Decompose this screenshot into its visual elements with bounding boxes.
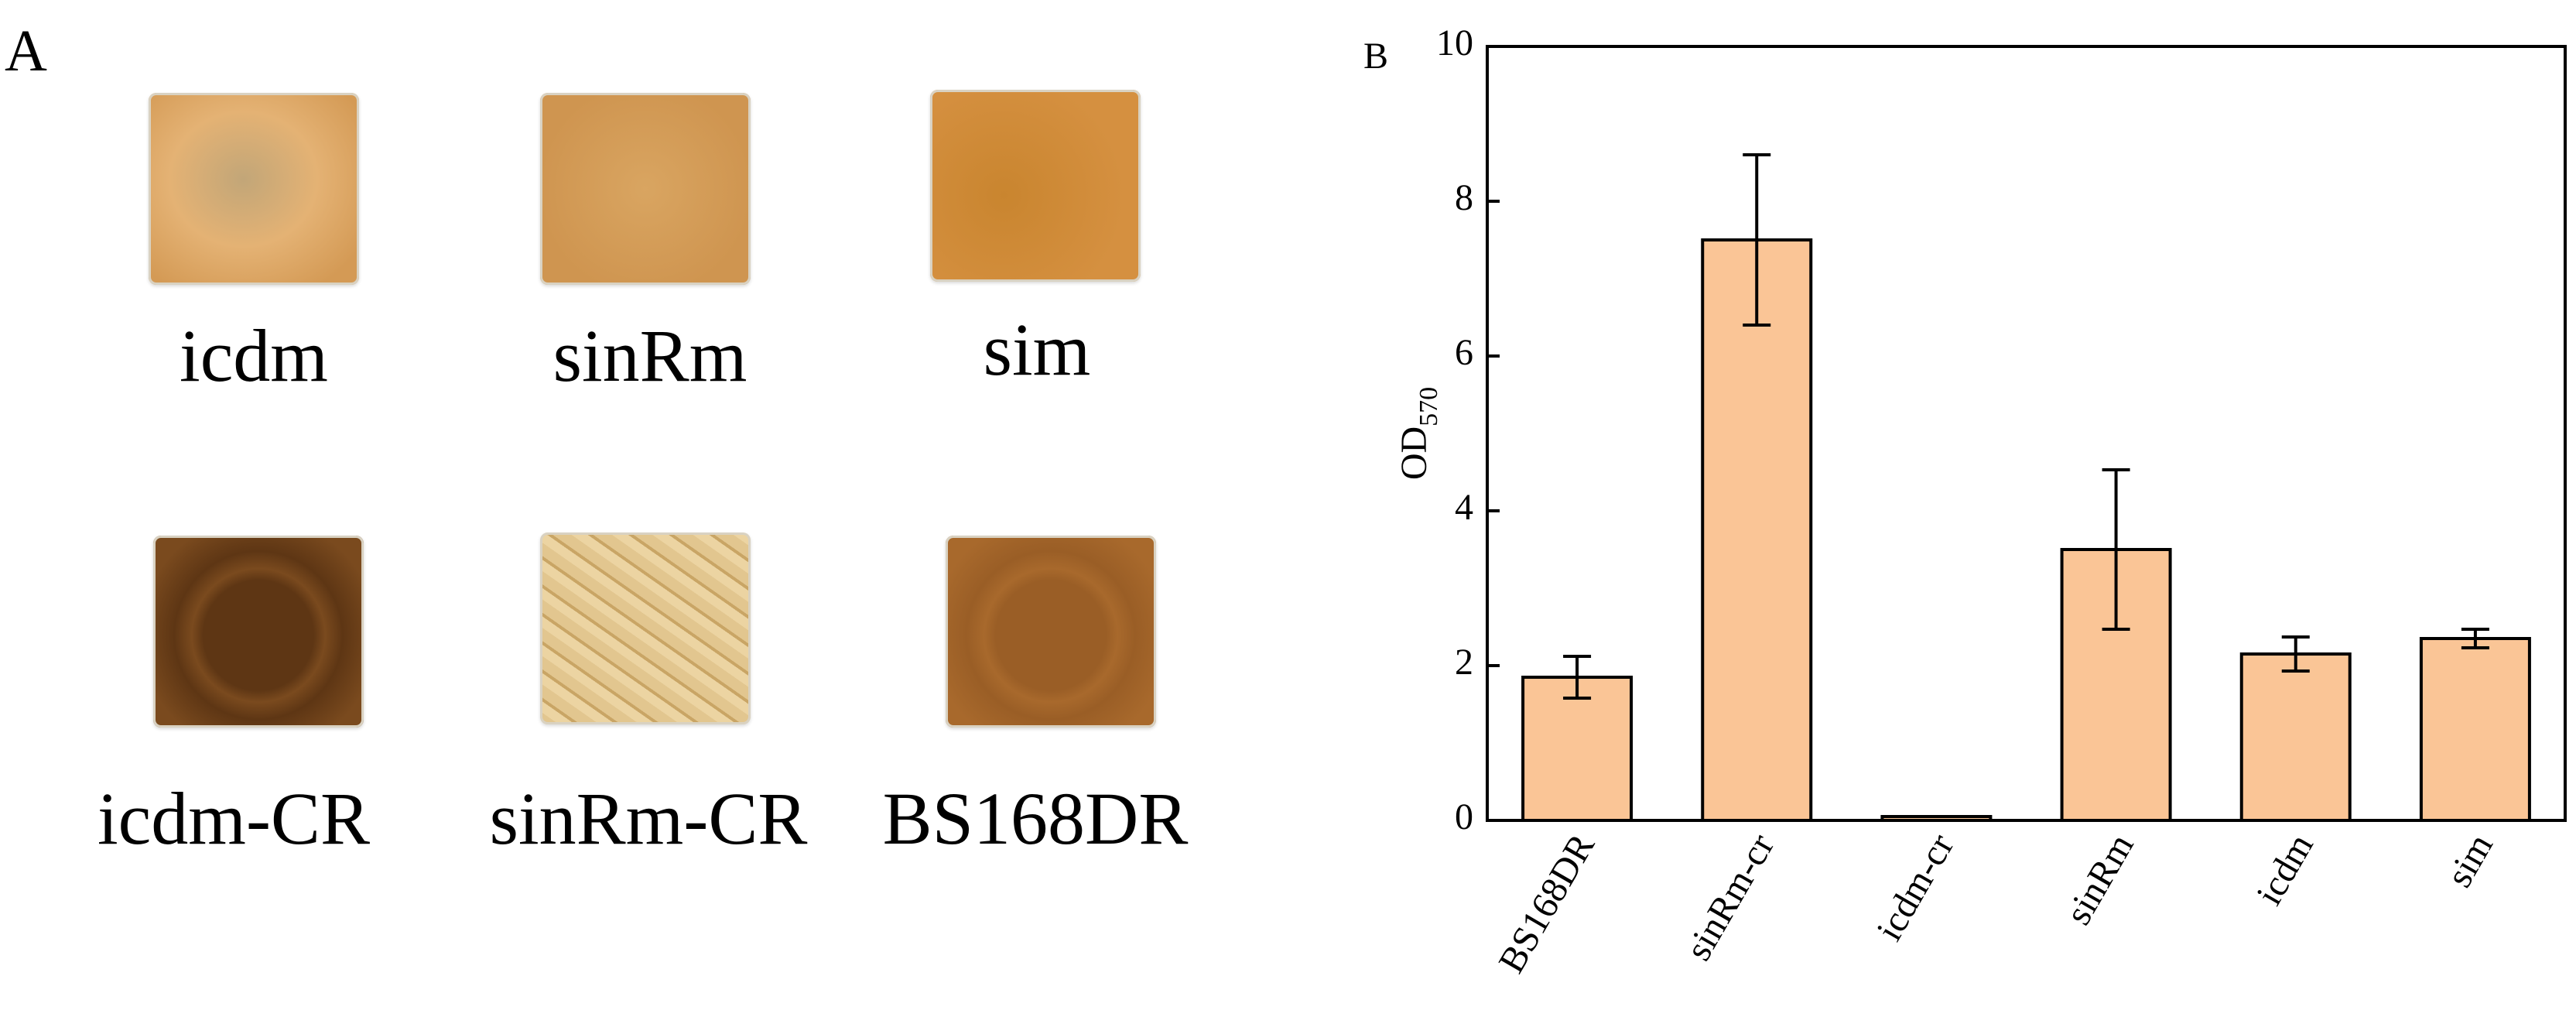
y-tick-label: 10 [1436, 22, 1473, 63]
well-image-sinrm [540, 93, 751, 285]
well-label-sim: sim [983, 308, 1091, 391]
well-image-bs168dr [946, 536, 1156, 728]
well-image-icdm [149, 93, 359, 285]
y-axis-label-main: OD [1394, 426, 1435, 480]
well-label-sinrm: sinRm [552, 314, 747, 397]
well-label-icdm: icdm [180, 314, 328, 397]
bar-icdm [2239, 652, 2352, 822]
y-tick-label: 0 [1455, 796, 1473, 837]
y-axis-label-subscript: 570 [1415, 387, 1443, 426]
error-bar-sim [2461, 628, 2489, 649]
panel-label-a: A [5, 19, 47, 84]
error-bar-sinrm-cr [1743, 153, 1771, 327]
bar-sinrm-cr [1701, 238, 1813, 822]
x-tick-label-bs168dr: BS168DR [1491, 827, 1603, 980]
well-image-icdm-cr [153, 536, 364, 728]
error-bar-bs168dr [1563, 655, 1592, 700]
well-image-sinrm-cr [540, 532, 751, 724]
y-axis-label: OD570 [1394, 387, 1443, 480]
error-bar-icdm [2281, 635, 2310, 673]
well-label-icdm-cr: icdm-CR [97, 777, 370, 860]
x-tick-label-sim: sim [2438, 827, 2501, 895]
well-label-sinrm-cr: sinRm-CR [489, 777, 808, 860]
x-tick-label-sinrm-cr: sinRm-cr [1678, 827, 1782, 967]
plot-frame [1486, 45, 2567, 822]
y-tick-label: 2 [1455, 642, 1473, 683]
panel-label-b: B [1363, 36, 1388, 77]
x-tick-label-sinrm: sinRm [2058, 827, 2142, 932]
y-tick-label: 8 [1455, 177, 1473, 218]
y-tick-label: 4 [1455, 487, 1473, 528]
bar-sim [2419, 637, 2531, 822]
well-label-bs168dr: BS168DR [882, 777, 1189, 860]
error-bar-sinrm [2102, 468, 2130, 631]
x-tick-label-icdm-cr: icdm-cr [1869, 827, 1962, 947]
well-image-sim [930, 90, 1141, 282]
bar-bs168dr [1521, 676, 1634, 822]
svg-text:OD570: OD570 [1394, 387, 1443, 480]
bar-chart: B OD570 0 2 4 6 8 10 BS168DR sinRm-cr icdm-cr si… [1363, 22, 2567, 980]
x-tick-label-icdm: icdm [2249, 827, 2321, 913]
y-tick-label: 6 [1455, 332, 1473, 373]
